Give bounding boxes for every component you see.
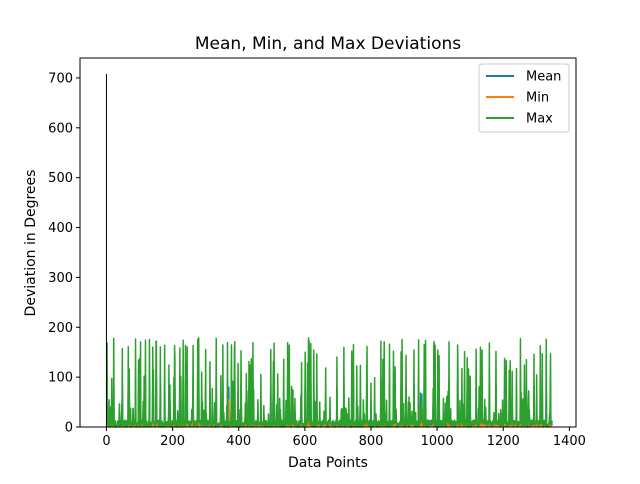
x-tick-label: 1400 bbox=[553, 434, 586, 449]
y-tick-label: 200 bbox=[48, 321, 73, 336]
x-tick-label: 200 bbox=[160, 434, 185, 449]
x-tick-label: 0 bbox=[102, 434, 110, 449]
x-tick-label: 800 bbox=[359, 434, 384, 449]
legend-item-min-label: Min bbox=[526, 91, 549, 106]
y-tick-label: 0 bbox=[65, 421, 73, 436]
legend-item-max-label: Max bbox=[526, 112, 553, 127]
axes: 0 200 400 600 800 1000 1200 1400 0 100 200 300 400 50… bbox=[48, 57, 586, 449]
legend-box bbox=[478, 63, 570, 133]
y-tick-label: 400 bbox=[48, 221, 73, 236]
y-tick-label: 500 bbox=[48, 171, 73, 186]
y-tick-label: 700 bbox=[48, 71, 73, 86]
x-tick-label: 400 bbox=[226, 434, 251, 449]
y-tick-label: 100 bbox=[48, 371, 73, 386]
axes-frame bbox=[79, 57, 577, 428]
x-tick-label: 1200 bbox=[487, 434, 520, 449]
legend-item-mean-label: Mean bbox=[526, 70, 561, 85]
x-axis-label: Data Points bbox=[288, 455, 368, 471]
plot-area bbox=[105, 73, 553, 428]
legend: Mean Min Max bbox=[478, 63, 570, 133]
chart-title: Mean, Min, and Max Deviations bbox=[195, 34, 461, 54]
y-tick-label: 300 bbox=[48, 271, 73, 286]
y-tick-label: 600 bbox=[48, 121, 73, 136]
y-axis-label: Deviation in Degrees bbox=[23, 170, 39, 317]
line-series-max bbox=[105, 337, 553, 428]
x-tick-label: 600 bbox=[292, 434, 317, 449]
x-tick-label: 1000 bbox=[421, 434, 454, 449]
